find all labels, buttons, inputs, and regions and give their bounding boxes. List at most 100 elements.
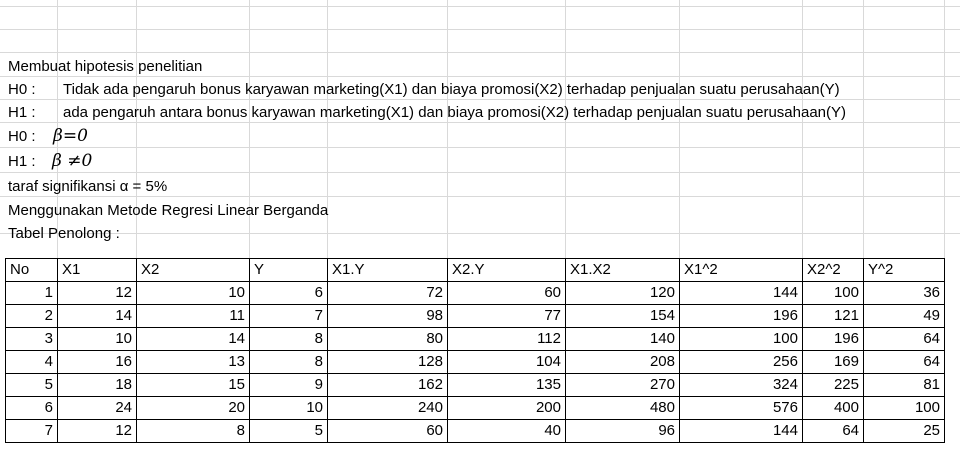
table-cell: 10 bbox=[57, 327, 137, 351]
table-cell: 6 bbox=[249, 281, 328, 305]
table-cell: 104 bbox=[447, 350, 566, 374]
table-cell: 154 bbox=[565, 304, 680, 328]
helper-table: No X1 X2 Y X1.Y X2.Y X1.X2 X1^2 X2^2 Y^2… bbox=[5, 258, 945, 443]
table-row: 2 14 11 7 98 77 154 196 121 49 bbox=[5, 304, 945, 328]
table-row: 3 10 14 8 80 112 140 100 196 64 bbox=[5, 327, 945, 351]
h0-text: Tidak ada pengaruh bonus karyawan market… bbox=[63, 81, 840, 98]
table-cell: 7 bbox=[5, 419, 58, 443]
h0-label: H0 : bbox=[8, 81, 36, 98]
table-cell: 270 bbox=[565, 373, 680, 397]
header-no: No bbox=[5, 258, 58, 282]
table-cell: 6 bbox=[5, 396, 58, 420]
header-y: Y bbox=[249, 258, 328, 282]
table-cell: 200 bbox=[447, 396, 566, 420]
table-cell: 100 bbox=[679, 327, 803, 351]
table-cell: 12 bbox=[57, 419, 137, 443]
table-cell: 14 bbox=[57, 304, 137, 328]
table-cell: 120 bbox=[565, 281, 680, 305]
table-cell: 121 bbox=[802, 304, 864, 328]
table-cell: 5 bbox=[249, 419, 328, 443]
table-cell: 77 bbox=[447, 304, 566, 328]
table-title-row: Tabel Penolong : bbox=[0, 222, 960, 245]
method-text: Menggunakan Metode Regresi Linear Bergan… bbox=[8, 202, 329, 219]
table-cell: 60 bbox=[447, 281, 566, 305]
header-x2sq: X2^2 bbox=[802, 258, 864, 282]
table-cell: 480 bbox=[565, 396, 680, 420]
header-ysq: Y^2 bbox=[863, 258, 945, 282]
table-cell: 135 bbox=[447, 373, 566, 397]
table-cell: 100 bbox=[802, 281, 864, 305]
table-cell: 72 bbox=[327, 281, 448, 305]
table-cell: 162 bbox=[327, 373, 448, 397]
table-cell: 64 bbox=[863, 350, 945, 374]
h0-beta-formula: β=0 bbox=[53, 126, 88, 146]
table-cell: 11 bbox=[136, 304, 250, 328]
table-row: 4 16 13 8 128 104 208 256 169 64 bbox=[5, 350, 945, 374]
h0-beta-row: H0 : β=0 bbox=[0, 125, 960, 148]
method-row: Menggunakan Metode Regresi Linear Bergan… bbox=[0, 199, 960, 222]
table-cell: 140 bbox=[565, 327, 680, 351]
table-cell: 3 bbox=[5, 327, 58, 351]
table-cell: 225 bbox=[802, 373, 864, 397]
table-cell: 240 bbox=[327, 396, 448, 420]
header-x1x2: X1.X2 bbox=[565, 258, 680, 282]
table-cell: 64 bbox=[802, 419, 864, 443]
h0-beta-label: H0 : bbox=[8, 128, 36, 145]
table-cell: 196 bbox=[802, 327, 864, 351]
h1-row: H1 : ada pengaruh antara bonus karyawan … bbox=[0, 101, 960, 124]
table-cell: 8 bbox=[136, 419, 250, 443]
header-x2: X2 bbox=[136, 258, 250, 282]
table-cell: 324 bbox=[679, 373, 803, 397]
table-row: 6 24 20 10 240 200 480 576 400 100 bbox=[5, 396, 945, 420]
header-x2y: X2.Y bbox=[447, 258, 566, 282]
h1-label: H1 : bbox=[8, 104, 36, 121]
table-cell: 8 bbox=[249, 350, 328, 374]
table-cell: 81 bbox=[863, 373, 945, 397]
table-cell: 15 bbox=[136, 373, 250, 397]
h1-beta-formula: β ≠0 bbox=[52, 151, 93, 171]
table-cell: 40 bbox=[447, 419, 566, 443]
table-cell: 18 bbox=[57, 373, 137, 397]
table-cell: 49 bbox=[863, 304, 945, 328]
h1-beta-row: H1 : β ≠0 bbox=[0, 150, 960, 173]
table-cell: 10 bbox=[136, 281, 250, 305]
table-cell: 144 bbox=[679, 281, 803, 305]
table-cell: 8 bbox=[249, 327, 328, 351]
table-cell: 60 bbox=[327, 419, 448, 443]
table-cell: 64 bbox=[863, 327, 945, 351]
table-row: 5 18 15 9 162 135 270 324 225 81 bbox=[5, 373, 945, 397]
alpha-row: taraf signifikansi α = 5% bbox=[0, 175, 960, 198]
table-cell: 576 bbox=[679, 396, 803, 420]
table-cell: 80 bbox=[327, 327, 448, 351]
table-cell: 24 bbox=[57, 396, 137, 420]
table-cell: 400 bbox=[802, 396, 864, 420]
table-cell: 20 bbox=[136, 396, 250, 420]
h1-beta-label: H1 : bbox=[8, 153, 36, 170]
table-cell: 25 bbox=[863, 419, 945, 443]
table-cell: 5 bbox=[5, 373, 58, 397]
header-x1y: X1.Y bbox=[327, 258, 448, 282]
alpha-text: taraf signifikansi α = 5% bbox=[8, 178, 168, 195]
table-cell: 2 bbox=[5, 304, 58, 328]
table-cell: 112 bbox=[447, 327, 566, 351]
table-cell: 100 bbox=[863, 396, 945, 420]
table-cell: 169 bbox=[802, 350, 864, 374]
table-row: 1 12 10 6 72 60 120 144 100 36 bbox=[5, 281, 945, 305]
h1-text: ada pengaruh antara bonus karyawan marke… bbox=[63, 104, 846, 121]
table-cell: 144 bbox=[679, 419, 803, 443]
table-cell: 10 bbox=[249, 396, 328, 420]
header-x1sq: X1^2 bbox=[679, 258, 803, 282]
table-cell: 14 bbox=[136, 327, 250, 351]
title-row: Membuat hipotesis penelitian bbox=[0, 55, 960, 78]
table-title: Tabel Penolong : bbox=[8, 225, 120, 242]
table-cell: 16 bbox=[57, 350, 137, 374]
table-row: 7 12 8 5 60 40 96 144 64 25 bbox=[5, 419, 945, 443]
table-header-row: No X1 X2 Y X1.Y X2.Y X1.X2 X1^2 X2^2 Y^2 bbox=[5, 258, 945, 282]
table-cell: 98 bbox=[327, 304, 448, 328]
table-cell: 208 bbox=[565, 350, 680, 374]
table-cell: 4 bbox=[5, 350, 58, 374]
table-cell: 9 bbox=[249, 373, 328, 397]
table-cell: 7 bbox=[249, 304, 328, 328]
table-cell: 196 bbox=[679, 304, 803, 328]
table-cell: 256 bbox=[679, 350, 803, 374]
